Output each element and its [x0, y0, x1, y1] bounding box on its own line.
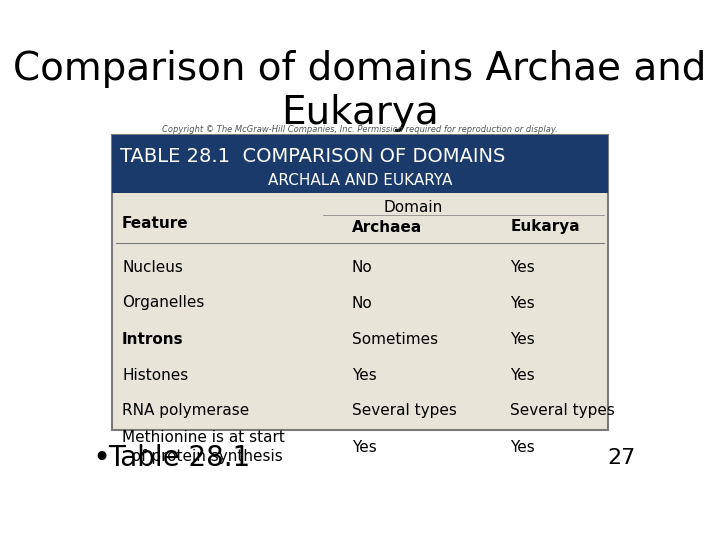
- Text: 27: 27: [608, 448, 636, 468]
- FancyBboxPatch shape: [112, 135, 608, 193]
- Text: Several types: Several types: [352, 403, 456, 418]
- Text: Table 28.1: Table 28.1: [108, 444, 251, 472]
- Text: Histones: Histones: [122, 368, 189, 382]
- Text: Copyright © The McGraw-Hill Companies, Inc. Permission required for reproduction: Copyright © The McGraw-Hill Companies, I…: [162, 125, 558, 134]
- Text: Domain: Domain: [383, 199, 442, 214]
- Text: Yes: Yes: [352, 368, 377, 382]
- Text: ARCHALA AND EUKARYA: ARCHALA AND EUKARYA: [268, 173, 452, 188]
- Text: Several types: Several types: [510, 403, 615, 418]
- Text: Yes: Yes: [352, 440, 377, 455]
- Text: Yes: Yes: [510, 295, 535, 310]
- Text: RNA polymerase: RNA polymerase: [122, 403, 249, 418]
- Text: Feature: Feature: [122, 215, 189, 231]
- Text: Yes: Yes: [510, 260, 535, 274]
- Text: Comparison of domains Archae and
Eukarya: Comparison of domains Archae and Eukarya: [13, 50, 707, 132]
- Text: Nucleus: Nucleus: [122, 260, 183, 274]
- Text: Eukarya: Eukarya: [510, 219, 580, 234]
- Text: Introns: Introns: [122, 332, 184, 347]
- Text: Yes: Yes: [510, 368, 535, 382]
- Text: No: No: [352, 260, 373, 274]
- Text: Sometimes: Sometimes: [352, 332, 438, 347]
- Text: Organelles: Organelles: [122, 295, 204, 310]
- Text: Methionine is at start
  of protein synthesis: Methionine is at start of protein synthe…: [122, 430, 285, 464]
- Text: Archaea: Archaea: [352, 219, 422, 234]
- Text: Yes: Yes: [510, 440, 535, 455]
- Text: Yes: Yes: [510, 332, 535, 347]
- FancyBboxPatch shape: [112, 135, 608, 430]
- Text: No: No: [352, 295, 373, 310]
- Text: TABLE 28.1  COMPARISON OF DOMAINS: TABLE 28.1 COMPARISON OF DOMAINS: [120, 147, 506, 166]
- Text: •: •: [92, 443, 110, 472]
